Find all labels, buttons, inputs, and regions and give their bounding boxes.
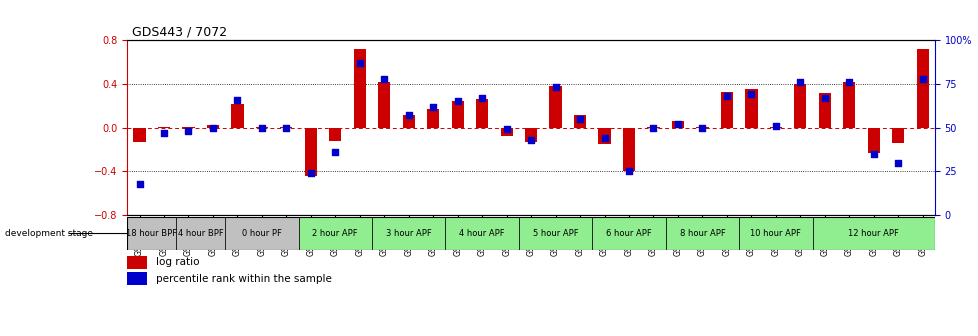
Bar [133, 128, 146, 142]
Text: 8 hour APF: 8 hour APF [679, 229, 725, 238]
Bar [451, 101, 464, 128]
Bar [738, 217, 812, 250]
Bar [915, 49, 928, 128]
Bar [695, 127, 708, 128]
Bar [372, 217, 445, 250]
Text: 4 hour BPF: 4 hour BPF [178, 229, 223, 238]
Bar [176, 217, 225, 250]
Text: percentile rank within the sample: percentile rank within the sample [156, 274, 332, 284]
Point [620, 169, 636, 174]
Point [522, 137, 538, 142]
Bar [378, 82, 390, 128]
Text: 4 hour APF: 4 hour APF [459, 229, 505, 238]
Bar [622, 128, 635, 171]
Point [547, 85, 562, 90]
Bar [769, 127, 781, 128]
Point [156, 130, 172, 136]
Bar [157, 127, 170, 128]
Bar [255, 127, 268, 128]
Bar [402, 115, 415, 128]
Text: 0 hour PF: 0 hour PF [242, 229, 282, 238]
Point [449, 99, 465, 104]
Bar [744, 89, 757, 128]
Bar [298, 217, 372, 250]
Bar [518, 217, 592, 250]
Point [742, 92, 758, 97]
Text: log ratio: log ratio [156, 257, 199, 267]
Bar [665, 217, 738, 250]
Point [204, 125, 220, 130]
Bar [891, 128, 904, 143]
Bar [812, 217, 934, 250]
Bar [524, 128, 537, 142]
Point [473, 95, 489, 101]
Text: 5 hour APF: 5 hour APF [532, 229, 578, 238]
Point [840, 80, 856, 85]
Text: 3 hour APF: 3 hour APF [385, 229, 431, 238]
Point [180, 128, 196, 134]
Bar [329, 128, 341, 141]
Bar [304, 128, 317, 176]
Bar [127, 217, 176, 250]
Bar [353, 49, 366, 128]
Point [913, 76, 929, 81]
Bar [231, 104, 244, 128]
Bar [867, 128, 879, 153]
Bar [426, 109, 439, 128]
Point [718, 93, 734, 99]
Point [865, 151, 880, 157]
Point [791, 80, 807, 85]
Point [645, 125, 660, 130]
Bar [598, 128, 610, 144]
Point [767, 123, 782, 129]
Bar [127, 256, 148, 269]
Text: 18 hour BPF: 18 hour BPF [126, 229, 177, 238]
Point [229, 97, 244, 102]
Bar [720, 92, 733, 128]
Point [131, 181, 147, 186]
Point [571, 116, 587, 122]
Bar [573, 115, 586, 128]
Point [351, 60, 367, 66]
Bar [549, 86, 561, 128]
Point [327, 150, 342, 155]
Point [424, 104, 440, 110]
Text: 6 hour APF: 6 hour APF [605, 229, 651, 238]
Bar [793, 84, 806, 128]
Bar [671, 121, 684, 128]
Bar [592, 217, 665, 250]
Text: 12 hour APF: 12 hour APF [848, 229, 898, 238]
Point [498, 127, 513, 132]
Bar [818, 93, 830, 128]
Bar [206, 126, 219, 128]
Bar [225, 217, 298, 250]
Point [278, 125, 293, 130]
Text: 2 hour APF: 2 hour APF [312, 229, 358, 238]
Point [253, 125, 269, 130]
Bar [445, 217, 518, 250]
Bar [182, 127, 195, 128]
Point [889, 160, 905, 165]
Point [400, 113, 416, 118]
Point [816, 95, 831, 101]
Point [693, 125, 709, 130]
Text: 10 hour APF: 10 hour APF [750, 229, 800, 238]
Bar [475, 99, 488, 128]
Point [376, 76, 391, 81]
Point [596, 135, 611, 141]
Bar [500, 128, 512, 136]
Text: development stage: development stage [5, 229, 93, 238]
Bar [842, 82, 855, 128]
Bar [127, 272, 148, 285]
Point [669, 122, 685, 127]
Bar [646, 127, 659, 128]
Bar [280, 127, 292, 128]
Point [302, 170, 318, 176]
Text: GDS443 / 7072: GDS443 / 7072 [132, 26, 227, 39]
